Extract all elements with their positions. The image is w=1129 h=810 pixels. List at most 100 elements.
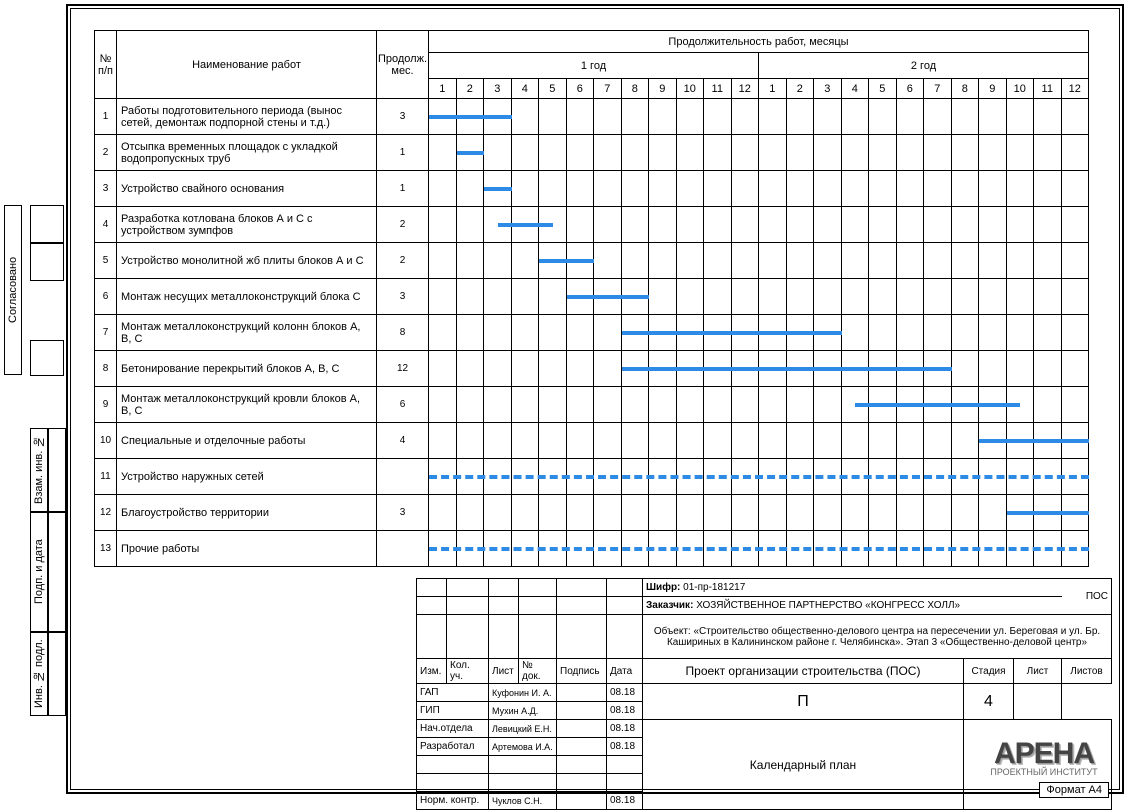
row-name: Бетонирование перекрытий блоков А, В, С bbox=[117, 351, 377, 387]
month-cell bbox=[786, 171, 814, 207]
gantt-row: 5Устройство монолитной жб плиты блоков А… bbox=[95, 243, 1089, 279]
month-cell bbox=[429, 207, 457, 243]
gantt-bar bbox=[429, 475, 1089, 479]
month-cell bbox=[621, 135, 649, 171]
month-cell bbox=[429, 135, 457, 171]
month-col: 5 bbox=[539, 79, 567, 99]
col-list: Лист bbox=[489, 659, 519, 684]
month-cell bbox=[649, 279, 677, 315]
month-cell bbox=[539, 171, 567, 207]
month-cell bbox=[566, 207, 594, 243]
month-cell bbox=[429, 495, 457, 531]
month-cell bbox=[539, 351, 567, 387]
month-cell bbox=[759, 279, 787, 315]
month-cell bbox=[704, 135, 732, 171]
month-cell bbox=[539, 423, 567, 459]
side-box-1a bbox=[30, 205, 64, 243]
month-cell bbox=[429, 279, 457, 315]
stage-value: П bbox=[643, 684, 964, 720]
month-cell bbox=[704, 99, 732, 135]
gantt-row: 9Монтаж металлоконструкций кровли блоков… bbox=[95, 387, 1089, 423]
month-cell bbox=[594, 135, 622, 171]
month-cell bbox=[676, 135, 704, 171]
row-name: Разработка котлована блоков А и С с устр… bbox=[117, 207, 377, 243]
month-col: 5 bbox=[869, 79, 897, 99]
month-cell bbox=[841, 135, 869, 171]
month-cell bbox=[786, 99, 814, 135]
client-label: Заказчик: bbox=[646, 600, 693, 611]
month-cell bbox=[704, 171, 732, 207]
month-cell bbox=[704, 207, 732, 243]
month-col: 7 bbox=[924, 79, 952, 99]
sign-date: 08.18 bbox=[607, 720, 643, 738]
month-cell bbox=[511, 423, 539, 459]
month-cell bbox=[869, 423, 897, 459]
month-cell bbox=[924, 207, 952, 243]
row-name: Устройство монолитной жб плиты блоков А … bbox=[117, 243, 377, 279]
month-cell bbox=[786, 387, 814, 423]
side-vzam-label: Взам. инв. № bbox=[31, 429, 47, 511]
month-cell bbox=[1061, 387, 1089, 423]
month-cell bbox=[566, 387, 594, 423]
month-cell bbox=[429, 387, 457, 423]
sign-role: ГАП bbox=[417, 684, 489, 702]
gantt-row: 10Специальные и отделочные работы4 bbox=[95, 423, 1089, 459]
month-cell bbox=[1034, 351, 1062, 387]
month-cell bbox=[484, 495, 512, 531]
gantt-bar bbox=[539, 259, 594, 263]
month-cell bbox=[594, 423, 622, 459]
object-text: Объект: «Строительство общественно-делов… bbox=[643, 615, 1112, 659]
month-cell bbox=[704, 387, 732, 423]
row-dur: 3 bbox=[377, 99, 429, 135]
gantt-bar bbox=[622, 331, 842, 335]
col-year1: 1 год bbox=[429, 53, 759, 79]
month-cell bbox=[1034, 171, 1062, 207]
month-cell bbox=[759, 207, 787, 243]
side-box-2a bbox=[48, 428, 66, 512]
sign-sign bbox=[557, 774, 607, 792]
row-num: 4 bbox=[95, 207, 117, 243]
col-timeline: Продолжительность работ, месяцы bbox=[429, 31, 1089, 53]
month-cell bbox=[621, 99, 649, 135]
sign-name bbox=[489, 774, 557, 792]
month-cell bbox=[594, 387, 622, 423]
month-cell bbox=[539, 279, 567, 315]
sign-role bbox=[417, 774, 489, 792]
sign-role: Норм. контр. bbox=[417, 792, 489, 810]
month-cell bbox=[896, 495, 924, 531]
side-soglasovano: Согласовано bbox=[4, 205, 22, 375]
month-col: 8 bbox=[951, 79, 979, 99]
sign-name bbox=[489, 756, 557, 774]
cipher-value: 01-пр-181217 bbox=[683, 582, 745, 593]
month-cell bbox=[869, 315, 897, 351]
row-name: Специальные и отделочные работы bbox=[117, 423, 377, 459]
gantt-bar bbox=[498, 223, 553, 227]
month-cell bbox=[786, 135, 814, 171]
month-cell bbox=[456, 207, 484, 243]
month-cell bbox=[456, 279, 484, 315]
side-box-1c bbox=[30, 340, 64, 376]
month-cell bbox=[896, 315, 924, 351]
gantt-bar bbox=[429, 547, 1089, 551]
month-col: 11 bbox=[1034, 79, 1062, 99]
month-cell bbox=[814, 387, 842, 423]
month-cell bbox=[1034, 387, 1062, 423]
month-cell bbox=[979, 207, 1007, 243]
sign-sign bbox=[557, 702, 607, 720]
side-inv-label: Инв. № подл. bbox=[31, 633, 47, 715]
row-num: 13 bbox=[95, 531, 117, 567]
month-cell bbox=[676, 279, 704, 315]
month-cell bbox=[566, 135, 594, 171]
month-cell bbox=[456, 423, 484, 459]
month-cell bbox=[979, 315, 1007, 351]
month-cell bbox=[676, 99, 704, 135]
gantt-row: 8Бетонирование перекрытий блоков А, В, С… bbox=[95, 351, 1089, 387]
month-col: 11 bbox=[704, 79, 732, 99]
gantt-row: 6Монтаж несущих металлоконструкций блока… bbox=[95, 279, 1089, 315]
month-cell bbox=[759, 171, 787, 207]
sign-name: Мухин А.Д. bbox=[489, 702, 557, 720]
month-cell bbox=[1034, 315, 1062, 351]
gantt-row: 4Разработка котлована блоков А и С с уст… bbox=[95, 207, 1089, 243]
row-name: Монтаж несущих металлоконструкций блока … bbox=[117, 279, 377, 315]
month-cell bbox=[951, 99, 979, 135]
